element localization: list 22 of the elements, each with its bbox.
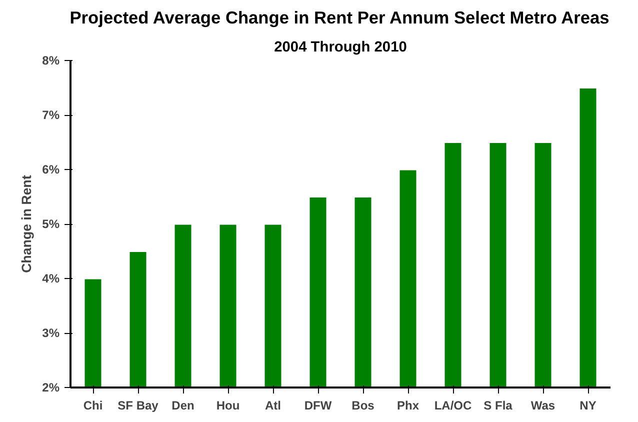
chart-subtitle: 2004 Through 2010	[274, 40, 407, 56]
x-tick-label: Bos	[352, 398, 375, 412]
y-tick-label: 8%	[42, 54, 60, 68]
x-tick-label: Was	[530, 398, 556, 412]
x-tick-label: Chi	[83, 398, 103, 412]
x-tick-label: Hou	[216, 398, 240, 412]
y-tick-label: 4%	[42, 272, 60, 286]
y-axis-title: Change in Rent	[19, 174, 34, 273]
y-tick-label: 6%	[42, 162, 60, 176]
x-tick-label: DFW	[304, 398, 332, 412]
y-tick-label: 2%	[42, 380, 60, 394]
x-tick-label: Phx	[396, 398, 420, 412]
y-tick-label: 7%	[42, 108, 60, 122]
y-tick-label: 5%	[42, 217, 60, 231]
x-tick-label: SF Bay	[118, 398, 159, 412]
y-tick-label: 3%	[42, 326, 60, 340]
x-tick-label: S Fla	[484, 398, 513, 412]
x-tick-label: LA/OC	[434, 398, 472, 412]
x-tick-label: Atl	[265, 398, 281, 412]
x-tick-label: Den	[172, 398, 194, 412]
chart-title: Projected Average Change in Rent Per Annum Select Metro Areas	[70, 8, 610, 28]
x-tick-label: NY	[580, 398, 596, 412]
